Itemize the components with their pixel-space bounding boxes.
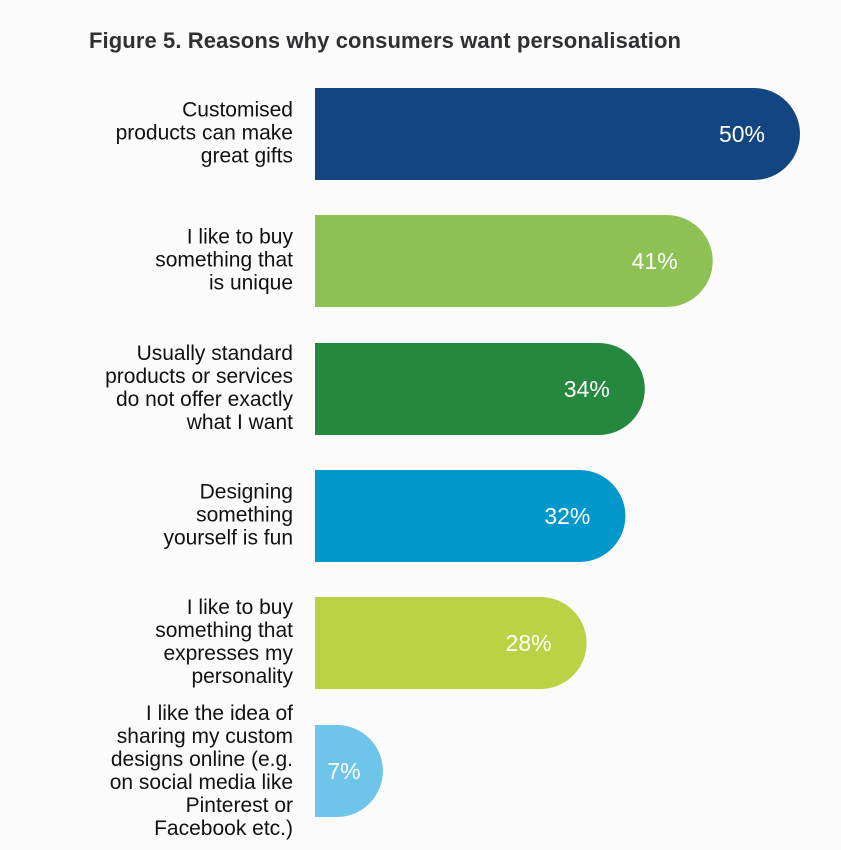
category-label-line: something that bbox=[155, 249, 293, 272]
bar-4 bbox=[315, 470, 626, 562]
category-label-5: I like to buy something that expresses my p… bbox=[155, 596, 293, 688]
category-label-line: Facebook etc.) bbox=[154, 817, 293, 840]
category-label-line: great gifts bbox=[201, 145, 293, 168]
bar-6 bbox=[315, 725, 383, 817]
bar-5 bbox=[315, 597, 587, 689]
category-label-line: sharing my custom bbox=[117, 725, 293, 748]
value-label-4: 32% bbox=[544, 503, 590, 529]
category-label-line: I like to buy bbox=[187, 226, 294, 249]
value-label-2: 41% bbox=[632, 248, 678, 274]
category-label-line: products can make bbox=[116, 122, 293, 145]
category-label-line: something bbox=[196, 504, 293, 527]
bar-1 bbox=[315, 88, 800, 180]
category-labels-group: Customised products can make great gifts I … bbox=[105, 99, 293, 841]
category-label-line: Designing bbox=[200, 481, 293, 504]
value-labels-group: 50% 41% 34% 32% 28% 7% bbox=[327, 121, 765, 784]
category-label-line: something that bbox=[155, 619, 293, 642]
category-label-line: I like the idea of bbox=[146, 702, 293, 725]
value-label-1: 50% bbox=[719, 121, 765, 147]
category-label-line: products or services bbox=[105, 365, 293, 388]
chart-title: Figure 5. Reasons why consumers want per… bbox=[89, 28, 682, 53]
category-label-4: Designing something yourself is fun bbox=[163, 481, 293, 550]
category-label-line: Pinterest or bbox=[186, 794, 293, 817]
category-label-line: I like to buy bbox=[187, 596, 294, 619]
category-label-3: Usually standard products or services do n… bbox=[105, 342, 293, 434]
category-label-line: is unique bbox=[209, 272, 293, 295]
bars-group bbox=[315, 88, 800, 817]
bar-2 bbox=[315, 215, 713, 307]
value-label-6: 7% bbox=[327, 758, 360, 784]
category-label-line: yourself is fun bbox=[163, 527, 293, 550]
category-label-1: Customised products can make great gifts bbox=[116, 99, 293, 168]
category-label-line: designs online (e.g. bbox=[111, 748, 293, 771]
value-label-3: 34% bbox=[564, 376, 610, 402]
category-label-line: expresses my bbox=[163, 642, 293, 665]
category-label-line: personality bbox=[191, 665, 293, 688]
bar-3 bbox=[315, 343, 645, 435]
category-label-line: Customised bbox=[182, 99, 293, 122]
category-label-line: on social media like bbox=[110, 771, 293, 794]
category-label-2: I like to buy something that is unique bbox=[155, 226, 293, 295]
category-label-line: Usually standard bbox=[137, 342, 293, 365]
category-label-line: do not offer exactly bbox=[116, 388, 294, 411]
category-label-line: what I want bbox=[186, 411, 293, 434]
category-label-6: I like the idea of sharing my custom desig… bbox=[110, 702, 293, 840]
value-label-5: 28% bbox=[506, 630, 552, 656]
